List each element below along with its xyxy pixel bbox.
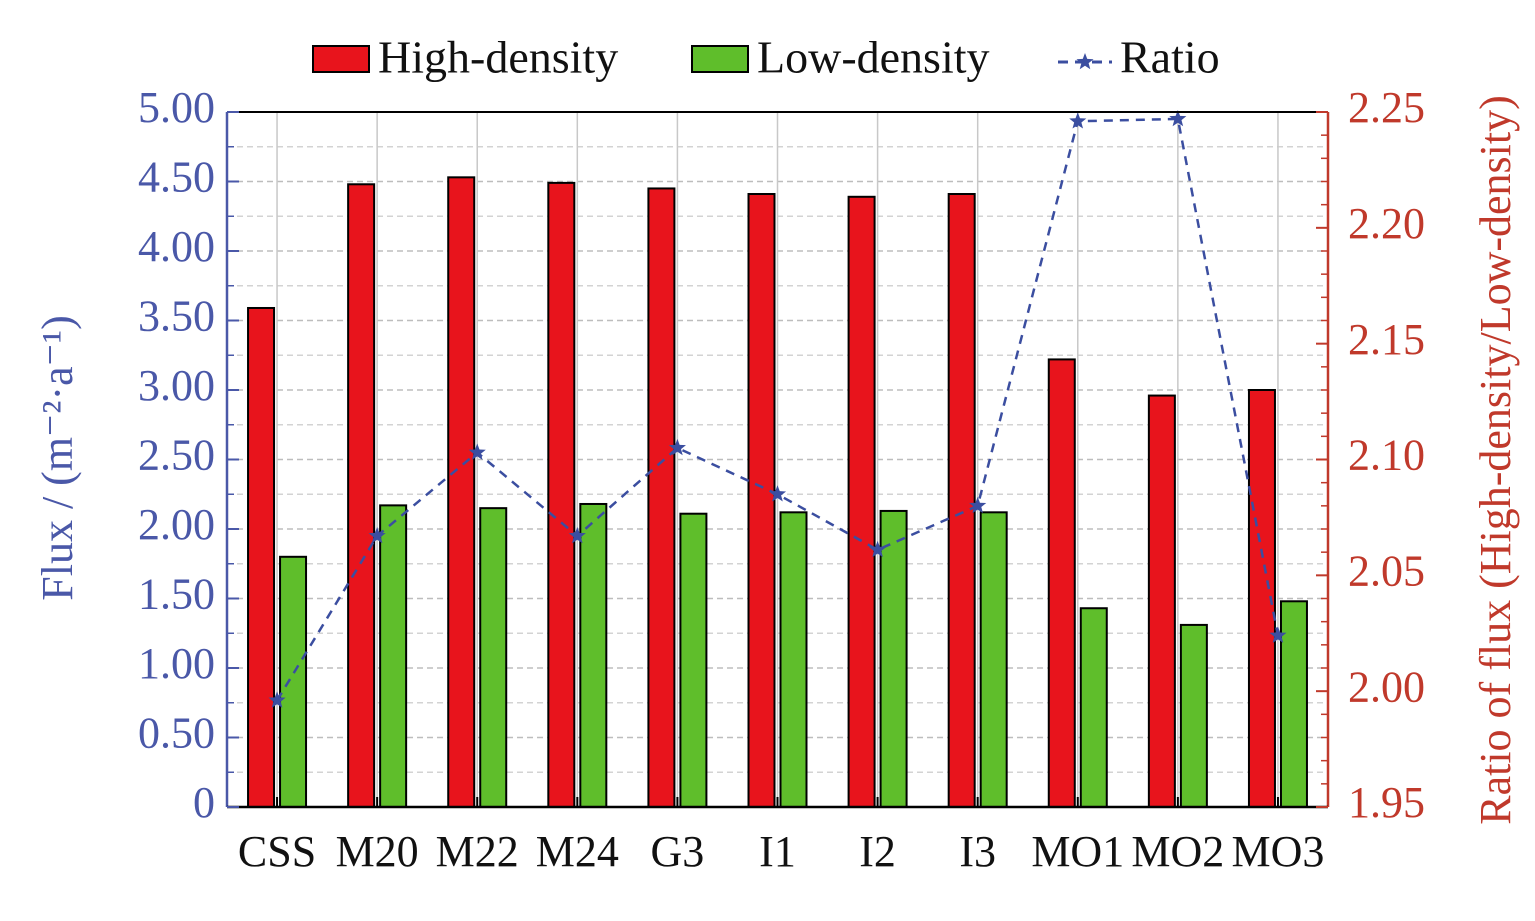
legend-marker-ratio (1076, 53, 1094, 70)
legend-label-ratio: Ratio (1120, 32, 1220, 83)
right-axis-title: Ratio of flux (High-density/Low-density) (1471, 95, 1520, 825)
bar-high-density (947, 193, 976, 808)
bar-low-density (1279, 600, 1308, 809)
left-tick-label: 0.50 (138, 709, 215, 758)
ratio-marker (368, 526, 386, 544)
bar-high-density (247, 306, 276, 808)
bar-low-density (279, 555, 308, 808)
bar-high-density (1047, 358, 1076, 808)
x-tick-label: MO2 (1131, 827, 1224, 876)
bar-low-density (879, 509, 908, 808)
bar-high-density (747, 193, 776, 808)
ratio-marker (1269, 626, 1287, 643)
bar-low-density (379, 504, 408, 808)
ratio-marker (869, 540, 887, 558)
ratio-marker (768, 485, 787, 502)
x-tick-label: G3 (651, 827, 705, 876)
bar-high-density (847, 195, 876, 809)
left-tick-label: 4.50 (138, 153, 215, 202)
ratio-marker (1169, 109, 1187, 127)
left-tick-label: 4.00 (138, 222, 215, 271)
ratio-layer (268, 109, 1287, 708)
right-tick-label: 2.20 (1348, 199, 1425, 248)
right-tick-label: 2.05 (1348, 546, 1425, 595)
x-tick-label: CSS (238, 827, 316, 876)
ratio-marker (568, 526, 586, 544)
tick-labels-layer: 0 0.50 1.00 1.50 2.00 2.50 3.00 3.50 4.00 4.50 5.0… (138, 83, 1425, 876)
bar-high-density (447, 176, 476, 808)
left-tick-label: 0 (193, 778, 215, 827)
bar-low-density (1179, 623, 1208, 808)
right-tick-label: 1.95 (1348, 778, 1425, 827)
x-tick-label: MO1 (1031, 827, 1124, 876)
grid-lines (227, 111, 1328, 808)
bar-low-density (979, 511, 1008, 808)
bar-low-density (479, 507, 508, 808)
legend-swatch-low-density (691, 45, 749, 73)
left-tick-label: 5.00 (138, 83, 215, 132)
x-tick-label: M22 (436, 827, 519, 876)
ratio-marker (668, 438, 686, 456)
left-tick-label: 2.50 (138, 431, 215, 480)
legend-swatch-high-density (312, 45, 370, 73)
ratio-marker (468, 443, 486, 460)
left-tick-label: 1.00 (138, 639, 215, 688)
ratio-marker (268, 691, 286, 708)
ratio-marker (969, 496, 987, 514)
bar-high-density (347, 183, 376, 808)
legend-label-low-density: Low-density (757, 32, 990, 83)
x-tick-label: M20 (336, 827, 419, 876)
ratio-marker (1069, 112, 1087, 129)
bar-high-density (647, 187, 676, 808)
right-tick-label: 2.15 (1348, 315, 1425, 364)
x-tick-label: I1 (759, 827, 796, 876)
legend: High-density Low-density Ratio (312, 32, 1220, 83)
axes-layer (225, 111, 1330, 809)
bar-low-density (779, 511, 808, 808)
left-tick-label: 3.50 (138, 292, 215, 341)
bar-high-density (1147, 394, 1176, 808)
legend-label-high-density: High-density (378, 32, 618, 83)
bar-low-density (679, 512, 708, 809)
bar-low-density (579, 502, 608, 808)
right-tick-label: 2.00 (1348, 662, 1425, 711)
bars-layer (247, 176, 1308, 809)
left-tick-label: 2.00 (138, 500, 215, 549)
left-tick-label: 3.00 (138, 361, 215, 410)
x-tick-label: I3 (959, 827, 996, 876)
right-tick-label: 2.25 (1348, 83, 1425, 132)
left-axis-title: Flux / (m⁻²·a⁻¹) (33, 315, 82, 600)
right-tick-label: 2.10 (1348, 431, 1425, 480)
x-tick-label: MO3 (1232, 827, 1325, 876)
x-tick-label: I2 (859, 827, 896, 876)
left-tick-label: 1.50 (138, 570, 215, 619)
bar-high-density (547, 181, 576, 808)
bar-low-density (1079, 607, 1108, 808)
x-tick-label: M24 (536, 827, 619, 876)
